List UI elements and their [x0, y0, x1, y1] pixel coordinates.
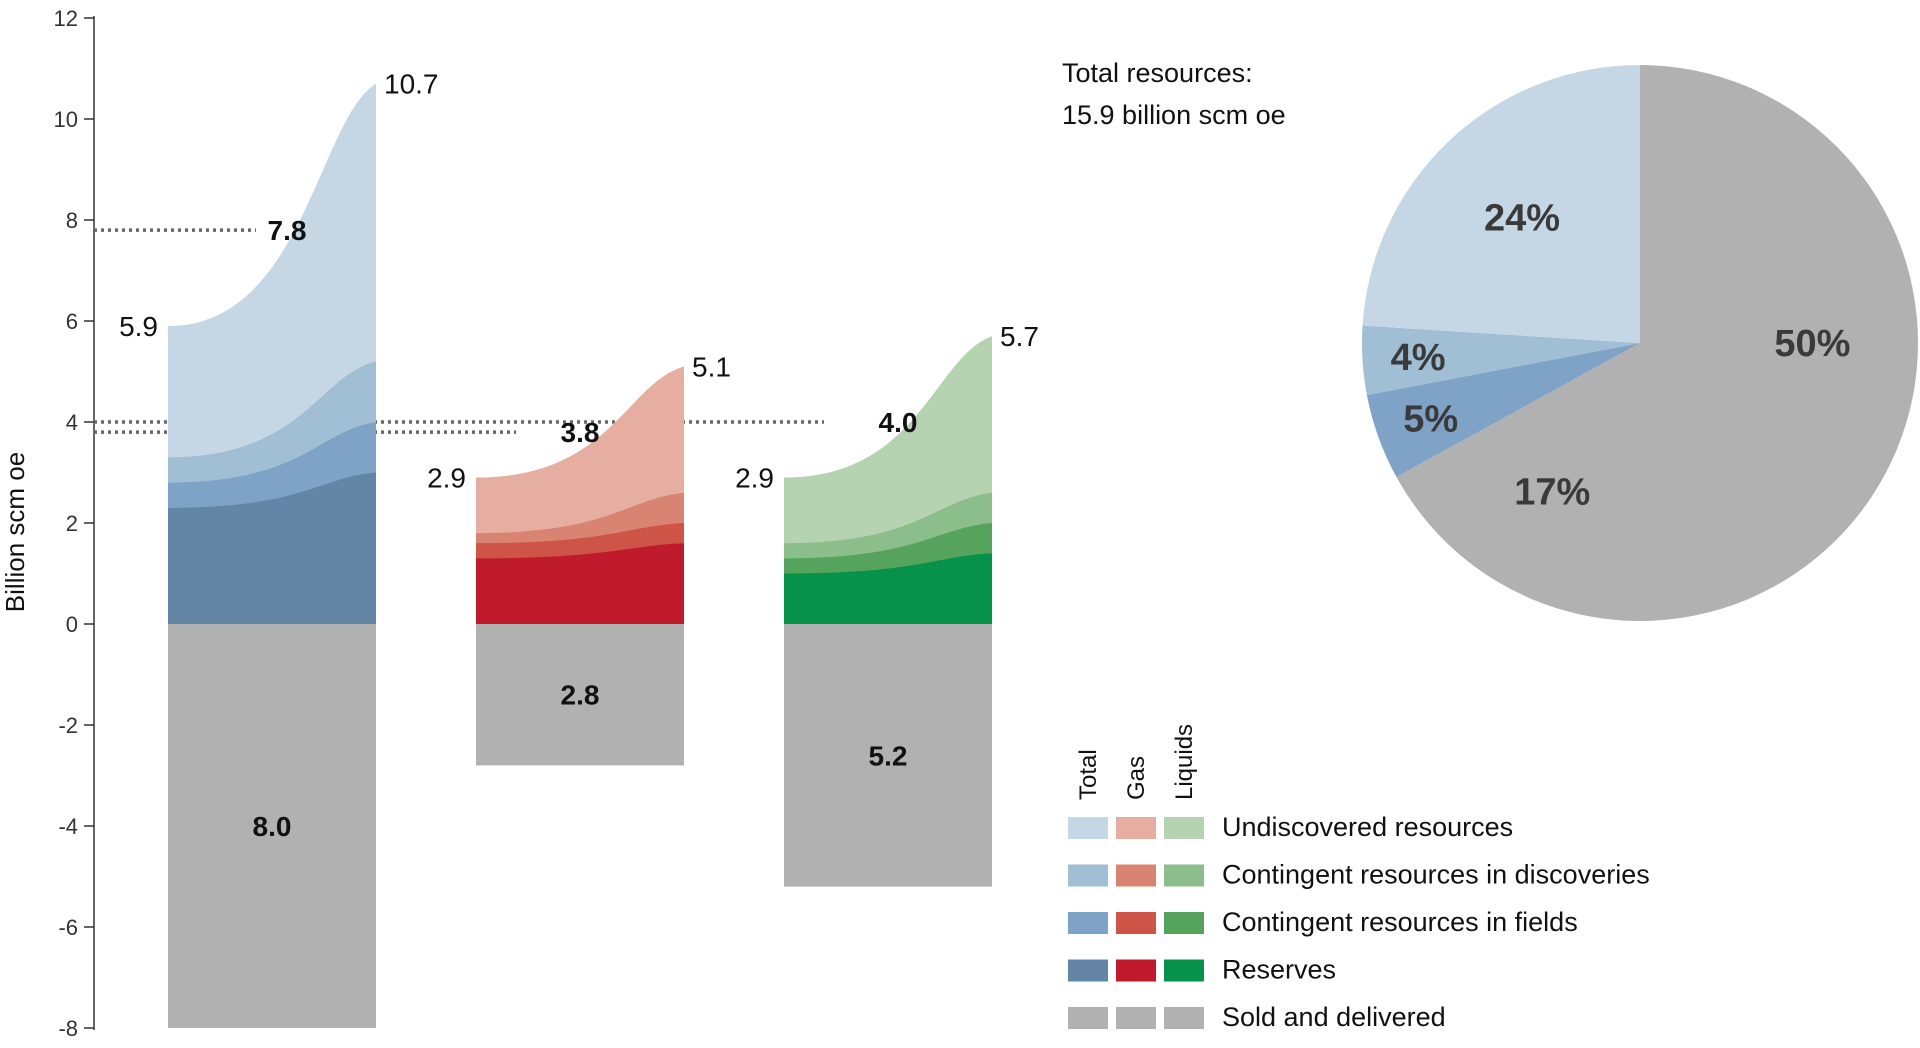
- legend-header-total: Total: [1075, 749, 1102, 800]
- pie-label-contingent-resources-in-fields: 5%: [1403, 398, 1458, 440]
- pie-slice-reserves: [1396, 343, 1640, 621]
- pie-label-contingent-resources-in-discoveries: 4%: [1391, 337, 1446, 379]
- legend-swatch-reserves-1: [1116, 959, 1156, 982]
- pie-chart: 50% 17% 5% 4% 24%: [1362, 65, 1918, 621]
- y-tick-label: 4: [66, 410, 78, 435]
- legend-swatch-contingent-resources-in-discoveries-2: [1164, 864, 1204, 887]
- pie-slice-sold-and-delivered: [1640, 65, 1918, 621]
- end-label-total: 10.7: [384, 69, 439, 100]
- mid-label-liquids: 4.0: [879, 407, 918, 438]
- y-tick-label: -6: [58, 915, 78, 940]
- legend-swatch-sold-and-delivered-0: [1068, 1007, 1108, 1029]
- sold-bar-liquids: [784, 624, 992, 887]
- pie-label-reserves: 17%: [1514, 471, 1590, 513]
- start-label-total: 5.9: [119, 311, 158, 342]
- y-tick-label: 6: [66, 309, 78, 334]
- legend-label-contingent-resources-in-discoveries: Contingent resources in discoveries: [1222, 860, 1650, 890]
- legend-header-liquids: Liquids: [1171, 724, 1198, 800]
- legend-swatch-reserves-0: [1068, 959, 1108, 982]
- y-tick-label: 0: [66, 612, 78, 637]
- legend-label-sold-and-delivered: Sold and delivered: [1222, 1002, 1446, 1032]
- legend-swatch-undiscovered-resources-1: [1116, 817, 1156, 839]
- y-tick-label: -2: [58, 713, 78, 738]
- legend-label-reserves: Reserves: [1222, 955, 1336, 985]
- area-liquids-reserves: [784, 553, 992, 624]
- pie-slice-contingent-resources-in-fields: [1366, 343, 1640, 477]
- pie-label-undiscovered-resources: 24%: [1484, 197, 1560, 239]
- legend-swatch-undiscovered-resources-0: [1068, 817, 1108, 839]
- end-label-gas: 5.1: [692, 351, 731, 382]
- legend-swatch-reserves-2: [1164, 959, 1204, 982]
- legend-header-gas: Gas: [1123, 756, 1150, 800]
- group-gas: [476, 366, 684, 766]
- group-liquids: [784, 336, 992, 887]
- start-label-gas: 2.9: [427, 463, 466, 494]
- end-label-liquids: 5.7: [1000, 321, 1039, 352]
- stacked-areas: [94, 83, 992, 1028]
- legend-swatch-sold-and-delivered-1: [1116, 1007, 1156, 1029]
- legend-label-undiscovered-resources: Undiscovered resources: [1222, 812, 1513, 842]
- sold-label-gas: 2.8: [561, 680, 600, 711]
- y-tick-label: 12: [54, 6, 78, 31]
- sold-label-liquids: 5.2: [869, 740, 908, 771]
- sold-bar-gas: [476, 624, 684, 766]
- legend-swatch-contingent-resources-in-discoveries-0: [1068, 864, 1108, 887]
- sold-label-total: 8.0: [253, 811, 292, 842]
- pie-label-sold-and-delivered: 50%: [1774, 323, 1850, 365]
- pie-slice-undiscovered-resources: [1362, 65, 1640, 343]
- y-tick-label: -8: [58, 1016, 78, 1041]
- legend-swatch-sold-and-delivered-2: [1164, 1007, 1204, 1029]
- legend-label-contingent-resources-in-fields: Contingent resources in fields: [1222, 907, 1578, 937]
- mid-label-gas: 3.8: [561, 417, 600, 448]
- mid-label-total: 7.8: [268, 215, 307, 246]
- legend-swatch-contingent-resources-in-fields-1: [1116, 912, 1156, 934]
- legend-swatch-undiscovered-resources-2: [1164, 817, 1204, 839]
- total-note-line2: 15.9 billion scm oe: [1062, 100, 1286, 130]
- legend: Total Gas Liquids Undiscovered resources Con…: [1068, 724, 1650, 1032]
- sold-bar-total: [168, 624, 376, 1028]
- y-axis-label: Billion scm oe: [0, 452, 30, 612]
- legend-swatch-contingent-resources-in-fields-0: [1068, 912, 1108, 934]
- y-tick-label: 2: [66, 511, 78, 536]
- value-labels: 5.9 10.7 7.8 8.0 2.9 5.1 3.8 2.8 2.9 5.7 4.0 5.2: [119, 69, 1039, 842]
- y-tick-label: -4: [58, 814, 78, 839]
- total-note-line1: Total resources:: [1062, 58, 1253, 88]
- y-tick-label: 10: [54, 107, 78, 132]
- group-total: [168, 83, 376, 1028]
- area-gas-reserves: [476, 543, 684, 624]
- legend-swatch-contingent-resources-in-fields-2: [1164, 912, 1204, 934]
- start-label-liquids: 2.9: [735, 463, 774, 494]
- area-total-reserves: [168, 472, 376, 624]
- y-tick-label: 8: [66, 208, 78, 233]
- legend-swatch-contingent-resources-in-discoveries-1: [1116, 864, 1156, 887]
- pie-slice-contingent-resources-in-discoveries: [1362, 325, 1640, 396]
- y-axis: -8 -6 -4 -2 0 2 4 6 8 10 12: [54, 6, 95, 1041]
